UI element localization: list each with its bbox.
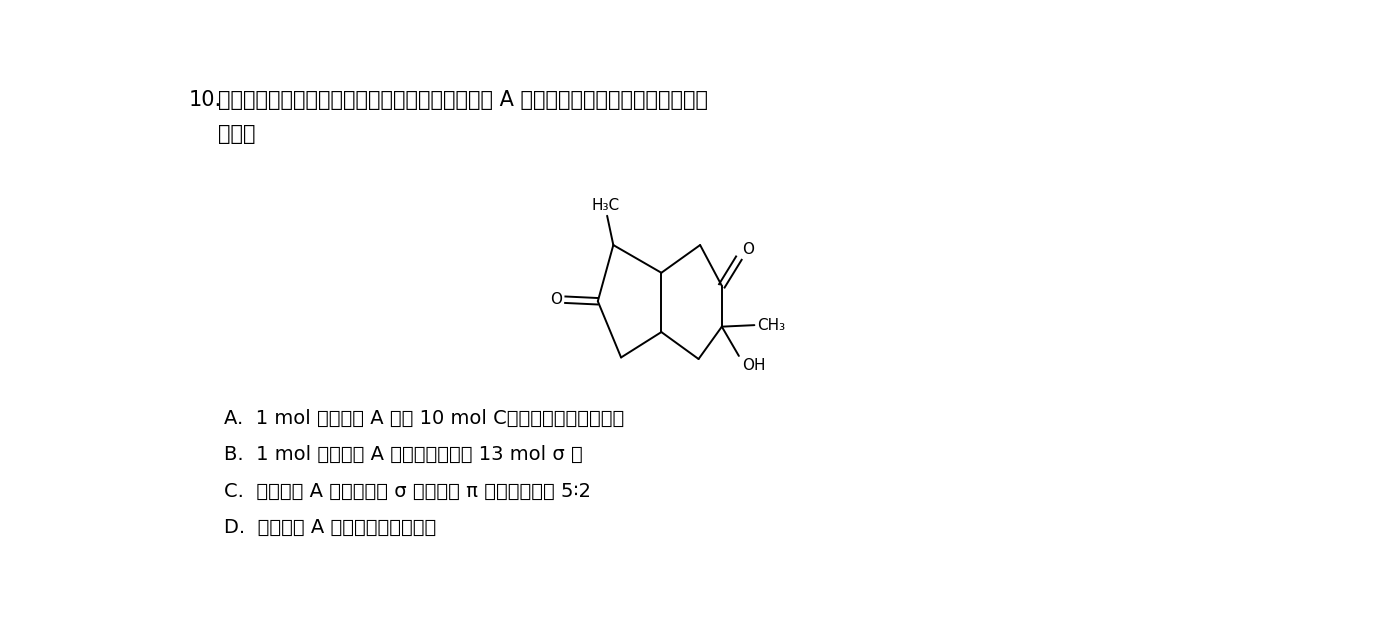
Text: O: O xyxy=(550,292,562,307)
Text: O: O xyxy=(742,241,753,256)
Text: 芍药是我国著名的中药材之一，其含有的芍药内苷 A 的结构如图所示，下列有关说法正: 芍药是我国著名的中药材之一，其含有的芍药内苷 A 的结构如图所示，下列有关说法正 xyxy=(217,89,708,109)
Text: C.  芍药内苷 A 分子中碳氧 σ 键与碳氧 π 键数目之比为 5∶2: C. 芍药内苷 A 分子中碳氧 σ 键与碳氧 π 键数目之比为 5∶2 xyxy=(223,482,590,500)
Text: 10.: 10. xyxy=(188,89,222,109)
Text: B.  1 mol 芍药内苷 A 中氢原子共形成 13 mol σ 键: B. 1 mol 芍药内苷 A 中氢原子共形成 13 mol σ 键 xyxy=(223,446,582,464)
Text: CH₃: CH₃ xyxy=(756,318,785,333)
Text: OH: OH xyxy=(742,358,766,373)
Text: 确的是: 确的是 xyxy=(217,124,256,144)
Text: A.  1 mol 芍药内苷 A 含有 10 mol C，且均形成极性共价键: A. 1 mol 芍药内苷 A 含有 10 mol C，且均形成极性共价键 xyxy=(223,409,623,428)
Text: H₃C: H₃C xyxy=(591,198,619,213)
Text: D.  芍药内苷 A 分子属于非极性分子: D. 芍药内苷 A 分子属于非极性分子 xyxy=(223,518,436,537)
